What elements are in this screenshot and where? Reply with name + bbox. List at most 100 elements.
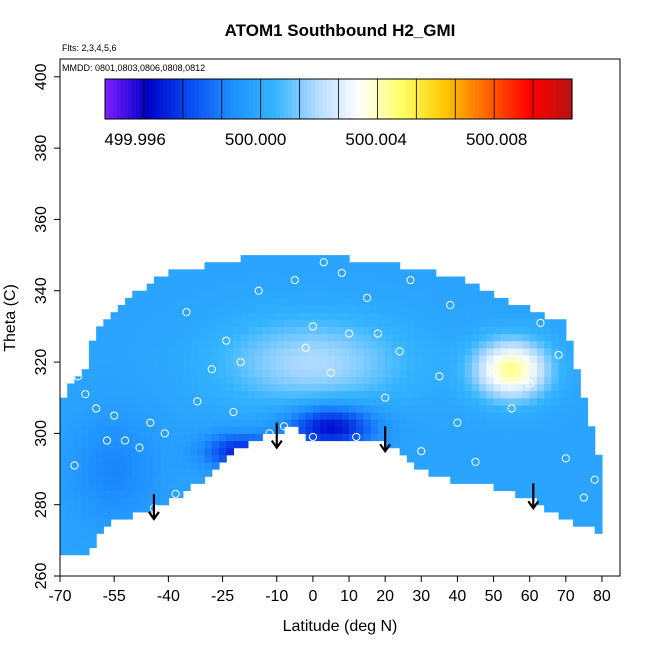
heatmap-cell (493, 397, 502, 406)
heatmap-cell (139, 404, 148, 413)
colorbar-swatch (466, 79, 472, 119)
heatmap-cell (168, 305, 177, 313)
heatmap-cell (60, 447, 68, 456)
y-axis-label: Theta (C) (2, 284, 19, 352)
heatmap-cell (356, 404, 365, 413)
heatmap-cell (298, 390, 307, 399)
colorbar-swatch (354, 79, 359, 119)
heatmap-cell (132, 497, 141, 506)
heatmap-cell (479, 469, 487, 477)
heatmap-cell (392, 369, 401, 377)
heatmap-cell (161, 276, 169, 285)
heatmap-cell (406, 362, 415, 370)
heatmap-cell (486, 347, 495, 356)
heatmap-cell (255, 354, 263, 363)
heatmap-cell (153, 483, 162, 492)
heatmap-cell (161, 354, 169, 363)
heatmap-cell (197, 305, 206, 313)
heatmap-cell (334, 283, 343, 292)
colorbar-swatch (494, 79, 499, 119)
observation-point (362, 293, 372, 302)
heatmap-cell (96, 440, 104, 449)
heatmap-cell (312, 283, 321, 292)
heatmap-cell (377, 369, 386, 377)
heatmap-cell (74, 511, 83, 520)
heatmap-cell (428, 283, 437, 292)
heatmap-cell (370, 305, 379, 313)
heatmap-cell (457, 469, 466, 477)
heatmap-cell (175, 297, 184, 306)
heatmap-cell (421, 319, 430, 328)
heatmap-cell (204, 404, 213, 413)
heatmap-cell (305, 404, 314, 413)
heatmap-cell (464, 297, 473, 306)
heatmap-cell (74, 411, 83, 420)
x-tick-label: 80 (593, 588, 611, 605)
heatmap-cell (370, 347, 379, 356)
observation-point (395, 347, 404, 356)
heatmap-cell (544, 433, 552, 442)
heatmap-cell (146, 404, 155, 413)
heatmap-cell (153, 419, 162, 427)
heatmap-cell (471, 347, 480, 356)
heatmap-cell (67, 404, 76, 413)
heatmap-cell (168, 297, 177, 306)
heatmap-cell (558, 383, 567, 392)
heatmap-cell (435, 447, 444, 456)
heatmap-cell (161, 447, 169, 456)
observation-point (70, 461, 79, 470)
observation-point (453, 418, 462, 427)
heatmap-cell (103, 469, 112, 477)
heatmap-cell (96, 526, 104, 534)
heatmap-cell (197, 333, 206, 342)
heatmap-cell (356, 319, 365, 328)
heatmap-cell (370, 290, 379, 299)
heatmap-cell (218, 426, 227, 434)
heatmap-cell (247, 290, 256, 299)
heatmap-cell (594, 504, 603, 513)
heatmap-cell (146, 297, 155, 306)
heatmap-cell (269, 404, 278, 413)
observation-point (561, 454, 570, 463)
heatmap-cell (182, 376, 191, 385)
heatmap-cell (190, 419, 198, 427)
heatmap-cell (486, 469, 495, 477)
colorbar-swatch (377, 79, 382, 119)
heatmap-cell (168, 362, 177, 370)
heatmap-cell (117, 383, 126, 392)
heatmap-cell (226, 390, 235, 399)
heatmap-cell (486, 390, 495, 399)
heatmap-cell (479, 461, 487, 470)
heatmap-cell (573, 404, 581, 413)
observation-point (290, 275, 299, 285)
heatmap-cell (508, 305, 516, 313)
heatmap-cell (435, 419, 444, 427)
heatmap-cell (515, 447, 524, 456)
heatmap-cell (226, 383, 235, 392)
heatmap-cell (377, 276, 386, 285)
heatmap-cell (486, 447, 495, 456)
heatmap-cell (88, 390, 97, 399)
heatmap-cell (190, 369, 198, 377)
heatmap-cell (218, 283, 227, 292)
observation-point (489, 365, 498, 374)
heatmap-cell (587, 490, 596, 499)
heatmap-cell (81, 469, 90, 477)
heatmap-cell (536, 433, 545, 442)
colorbar-swatch (237, 79, 242, 119)
heatmap-cell (464, 354, 473, 363)
heatmap-cell (255, 369, 263, 377)
heatmap-cell (103, 426, 112, 434)
heatmap-cell (139, 483, 148, 492)
heatmap-cell (60, 411, 68, 420)
colorbar-frame (104, 78, 573, 120)
heatmap-cell (580, 476, 589, 484)
heatmap-cell (298, 340, 307, 349)
heatmap-cell (204, 397, 213, 406)
heatmap-cell (529, 397, 538, 406)
heatmap-cell (428, 433, 437, 442)
heatmap-cell (247, 411, 256, 420)
colorbar-tick-label: 499.996 (104, 130, 165, 149)
heatmap-cell (204, 326, 213, 335)
heatmap-cell (168, 283, 177, 292)
